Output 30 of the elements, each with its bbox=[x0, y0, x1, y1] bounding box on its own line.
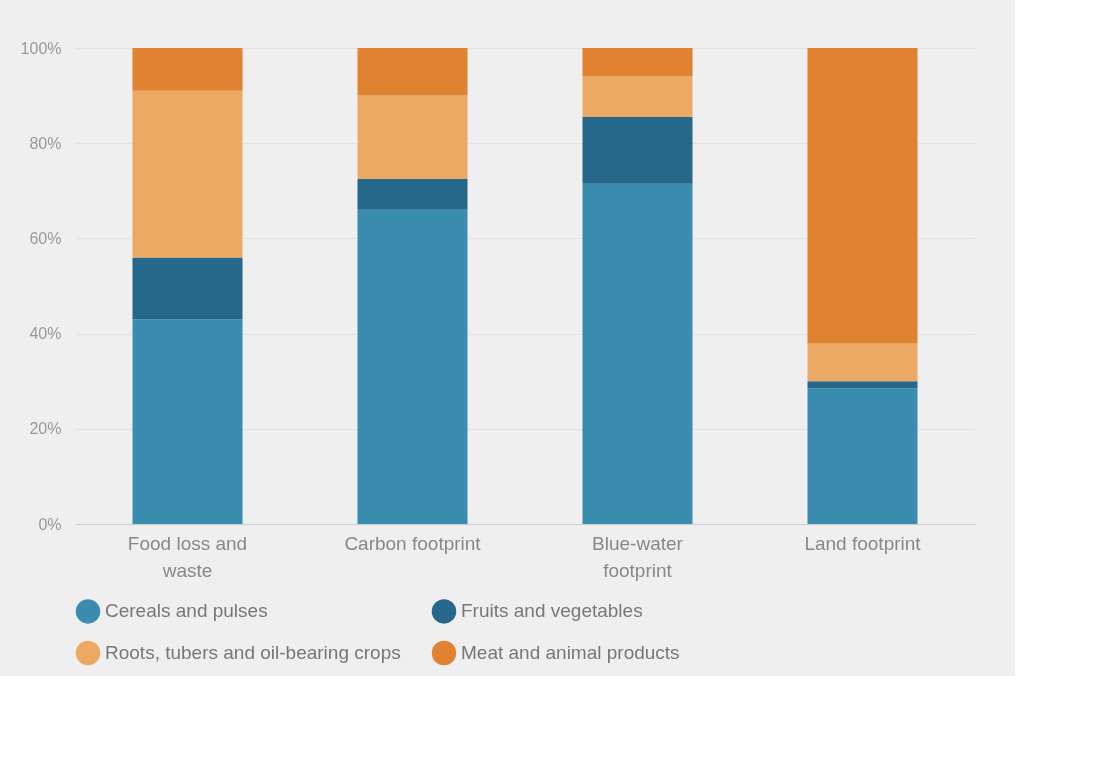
legend-label: Roots, tubers and oil-bearing crops bbox=[105, 642, 401, 663]
y-tick-label: 60% bbox=[29, 229, 62, 247]
bar bbox=[582, 117, 693, 184]
legend-label: Fruits and vegetables bbox=[461, 600, 643, 622]
bar bbox=[357, 209, 468, 524]
bar bbox=[132, 319, 243, 524]
bar bbox=[132, 257, 243, 320]
bar bbox=[132, 90, 243, 258]
y-tick-label: 80% bbox=[29, 134, 62, 152]
x-tick-label: Food loss and waste bbox=[127, 532, 248, 581]
bar bbox=[132, 48, 243, 91]
bar bbox=[582, 48, 693, 77]
bar bbox=[807, 48, 918, 344]
bar bbox=[807, 381, 918, 389]
bar bbox=[807, 388, 918, 524]
y-tick-label: 100% bbox=[20, 39, 62, 57]
legend-label: Cereals and pulses bbox=[105, 600, 268, 622]
y-tick-label: 20% bbox=[29, 420, 62, 438]
bar bbox=[357, 48, 468, 96]
bar bbox=[807, 343, 918, 382]
x-tick-label: Blue-water footprint bbox=[592, 532, 684, 581]
bar bbox=[357, 178, 468, 210]
legend-label: Meat and animal products bbox=[461, 642, 680, 663]
y-tick-label: 0% bbox=[38, 515, 62, 533]
bar bbox=[582, 76, 693, 118]
x-tick-label: Carbon footprint bbox=[344, 532, 482, 554]
bar bbox=[582, 183, 693, 524]
bar bbox=[357, 95, 468, 179]
y-tick-label: 40% bbox=[29, 325, 62, 343]
x-tick-label: Land footprint bbox=[804, 532, 922, 554]
